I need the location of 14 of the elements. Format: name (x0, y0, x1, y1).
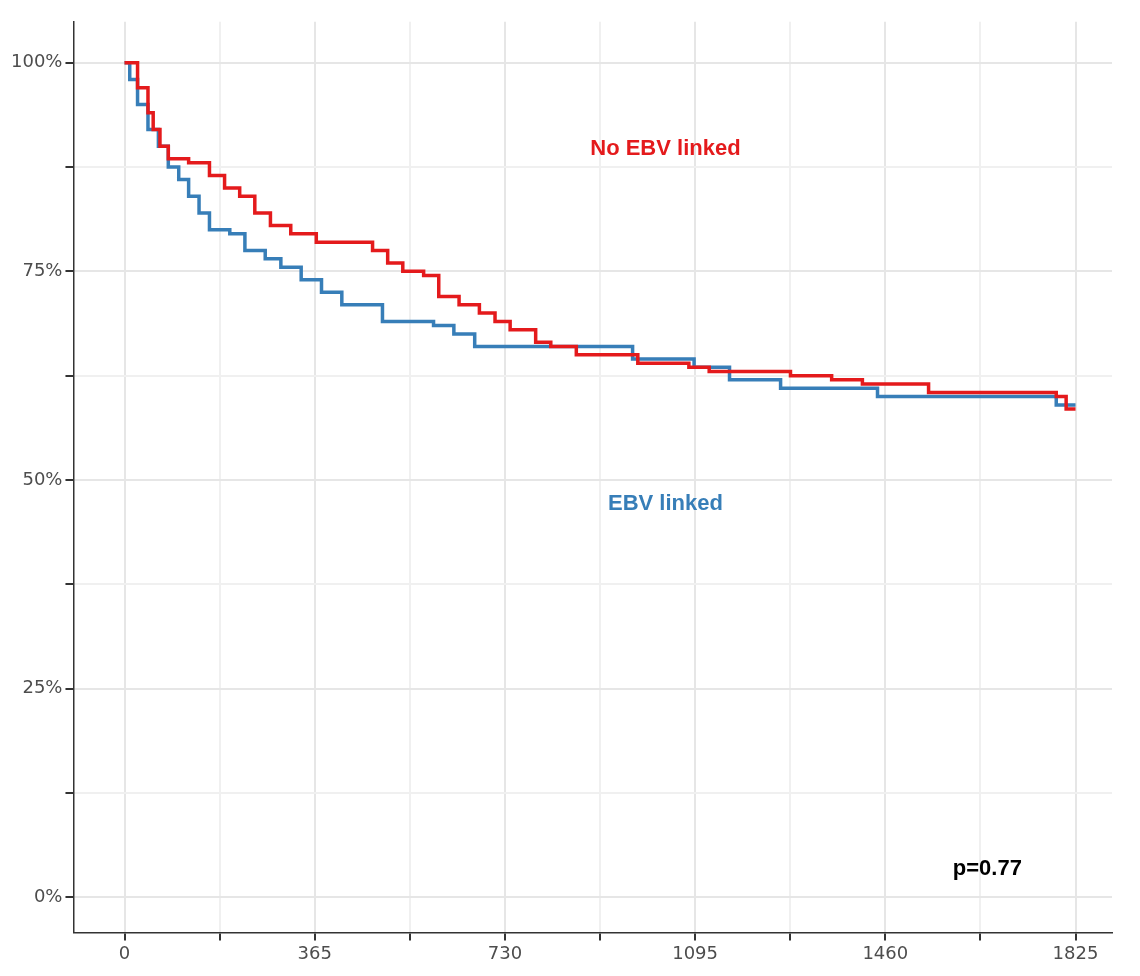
x-tick-label: 1095 (672, 941, 719, 963)
y-tick-label: 75% (22, 259, 63, 281)
x-tick-label: 1460 (862, 941, 909, 963)
y-tick-label: 25% (22, 676, 63, 698)
y-tick-label: 50% (22, 467, 63, 489)
x-tick-label: 365 (297, 941, 332, 963)
y-tick-label: 100% (10, 50, 63, 72)
x-tick-label: 730 (487, 941, 523, 963)
x-tick-label: 1825 (1052, 941, 1099, 963)
annotation: p=0.77 (952, 854, 1022, 880)
x-tick-label: 0 (118, 941, 131, 963)
text: EBV linked (607, 490, 723, 516)
text: No EBV linked (590, 135, 741, 161)
y-tick-label: 0% (33, 885, 63, 907)
